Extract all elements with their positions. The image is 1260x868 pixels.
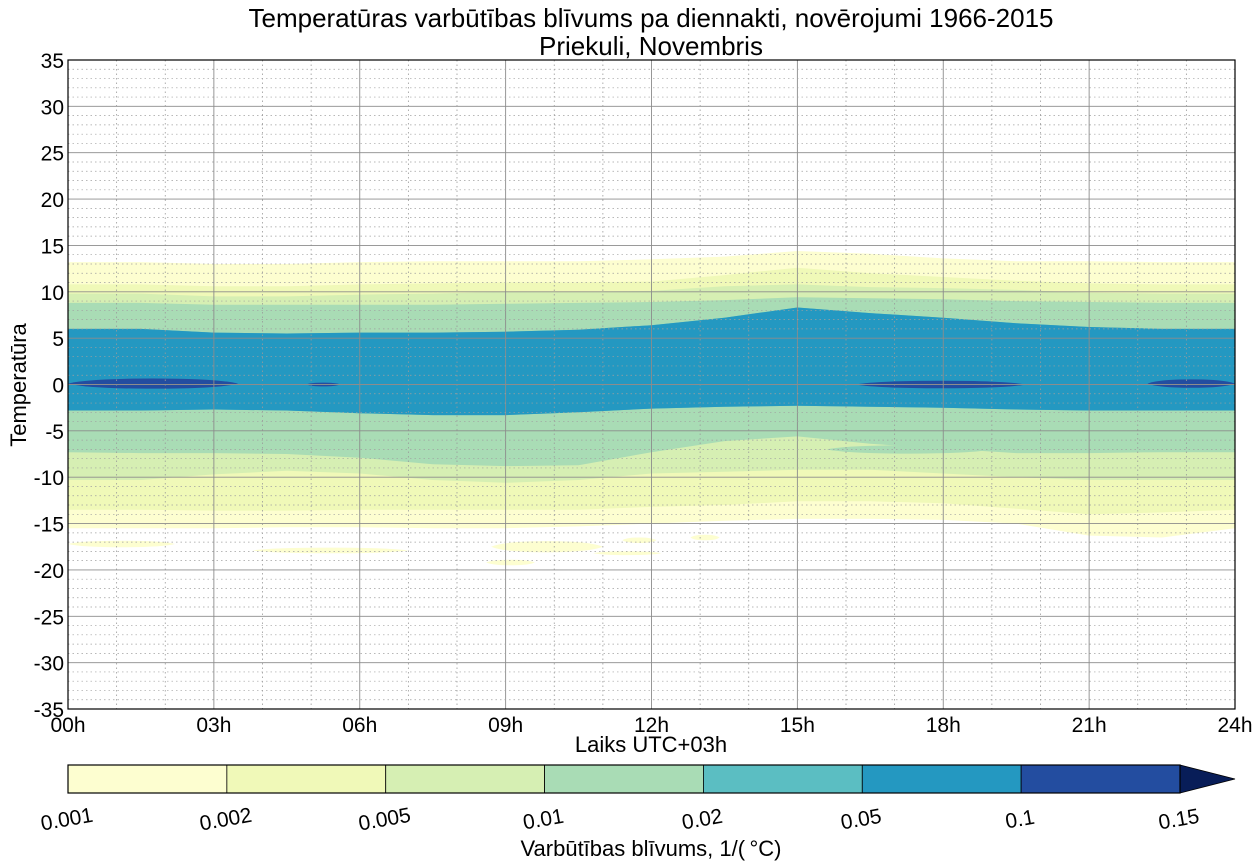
colorbar-tick-label: 0.005 xyxy=(357,804,413,836)
y-tick-label: 10 xyxy=(41,282,64,305)
y-tick-label: 15 xyxy=(41,235,64,258)
colorbar-segment-2 xyxy=(385,764,545,794)
density-patch-5 xyxy=(252,547,409,554)
colorbar-label: Varbūtības blīvums, 1/( °C) xyxy=(521,836,782,861)
density-patch-7 xyxy=(622,537,657,544)
chart-title: Temperatūras varbūtības blīvums pa dienn… xyxy=(248,3,1053,33)
y-tick-label: -30 xyxy=(34,653,64,676)
density-patch-3 xyxy=(1147,379,1235,388)
y-tick-label: -10 xyxy=(34,467,64,490)
x-tick-label: 03h xyxy=(196,714,231,737)
colorbar-frame xyxy=(67,764,1181,794)
y-tick-label: 30 xyxy=(41,96,64,119)
colorbar-segment-0 xyxy=(67,764,228,794)
y-axis-label: Temperatūra xyxy=(6,322,31,446)
x-tick-label: 21h xyxy=(1072,714,1107,737)
x-tick-label: 12h xyxy=(634,714,669,737)
plot-area xyxy=(67,59,1236,710)
density-patch-11 xyxy=(826,445,992,454)
colorbar-tick-label: 0.05 xyxy=(839,805,883,835)
x-tick-label: 24h xyxy=(1217,714,1252,737)
colorbar-tick-label: 0.01 xyxy=(521,805,565,835)
x-axis-ticks: 00h 03h 06h 09h 12h 15h 18h 21h 24h xyxy=(50,714,1252,737)
density-patch-9 xyxy=(593,551,662,556)
colorbar-segment-1 xyxy=(226,764,387,794)
colorbar-segment-4 xyxy=(703,764,863,794)
colorbar-extend-arrow xyxy=(1179,764,1236,794)
y-tick-label: -5 xyxy=(45,421,64,444)
colorbar-tick-label: 0.15 xyxy=(1157,805,1201,835)
x-axis-label: Laiks UTC+03h xyxy=(575,732,727,757)
density-patch-0 xyxy=(68,378,239,389)
colorbar-tick-label: 0.001 xyxy=(39,804,95,836)
colorbar-segment-3 xyxy=(544,764,704,794)
colorbar-tick-label: 0.1 xyxy=(1004,806,1037,834)
grid xyxy=(67,59,1236,710)
density-patch-6 xyxy=(491,541,603,553)
colorbar-tick-label: 0.002 xyxy=(198,804,254,836)
colorbar-tick-label: 0.02 xyxy=(680,805,724,835)
y-tick-label: 25 xyxy=(41,143,64,166)
density-patch-4 xyxy=(68,540,175,548)
y-tick-label: -25 xyxy=(34,606,64,629)
colorbar-segment-6 xyxy=(1020,764,1181,794)
plot-frame xyxy=(67,59,1236,710)
colorbar: 0.001 0.002 0.005 0.01 0.02 0.05 0.1 0.15 xyxy=(39,764,1236,836)
y-tick-label: 0 xyxy=(52,375,64,398)
chart-subtitle: Priekuli, Novembris xyxy=(539,31,763,61)
y-tick-label: 5 xyxy=(52,328,64,351)
x-tick-label: 18h xyxy=(926,714,961,737)
colorbar-segment-5 xyxy=(861,764,1022,794)
y-axis-ticks: 35 30 25 20 15 10 5 0 -5 -10 -15 -20 -25 -30 -35 xyxy=(34,50,64,722)
x-tick-label: 15h xyxy=(780,714,815,737)
density-patch-8 xyxy=(690,534,720,541)
x-tick-label: 00h xyxy=(50,714,85,737)
x-tick-label: 09h xyxy=(488,714,523,737)
y-tick-label: -35 xyxy=(34,699,64,722)
density-patch-10 xyxy=(486,559,535,566)
y-tick-label: -15 xyxy=(34,514,64,537)
y-tick-label: 35 xyxy=(41,50,64,73)
y-tick-label: 20 xyxy=(41,189,64,212)
y-tick-label: -20 xyxy=(34,560,64,583)
x-tick-label: 06h xyxy=(342,714,377,737)
